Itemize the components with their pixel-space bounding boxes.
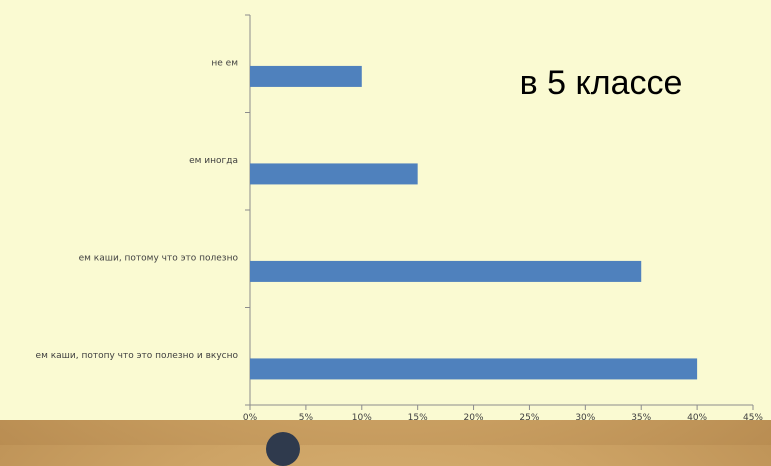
bar (250, 260, 642, 282)
x-tick-label: 0% (243, 413, 258, 423)
x-tick-label: 30% (575, 413, 595, 423)
chart-title: в 5 классе (520, 64, 683, 102)
x-tick-label: 5% (299, 413, 314, 423)
x-tick-label: 15% (408, 413, 428, 423)
circle-decoration (266, 432, 300, 466)
x-tick-label: 35% (631, 413, 651, 423)
x-tick-label: 20% (464, 413, 484, 423)
x-tick-label: 45% (743, 413, 763, 423)
x-tick-label: 10% (352, 413, 372, 423)
chart: 0% 5% 10% 15% 20% 25% 30% 35% 40% 45% не ем ем иног… (0, 0, 771, 423)
category-label: ем каши, потому что это полезно (79, 254, 239, 264)
category-label: ем каши, потопу что это полезно и вкусно (36, 351, 239, 361)
x-tick-label: 25% (519, 413, 539, 423)
category-label: ем иногда (189, 156, 238, 166)
bar (250, 163, 418, 185)
x-tick-label: 40% (687, 413, 707, 423)
category-label: не ем (211, 59, 238, 69)
bar (250, 358, 698, 380)
bar (250, 65, 362, 87)
chart-area (0, 0, 771, 420)
